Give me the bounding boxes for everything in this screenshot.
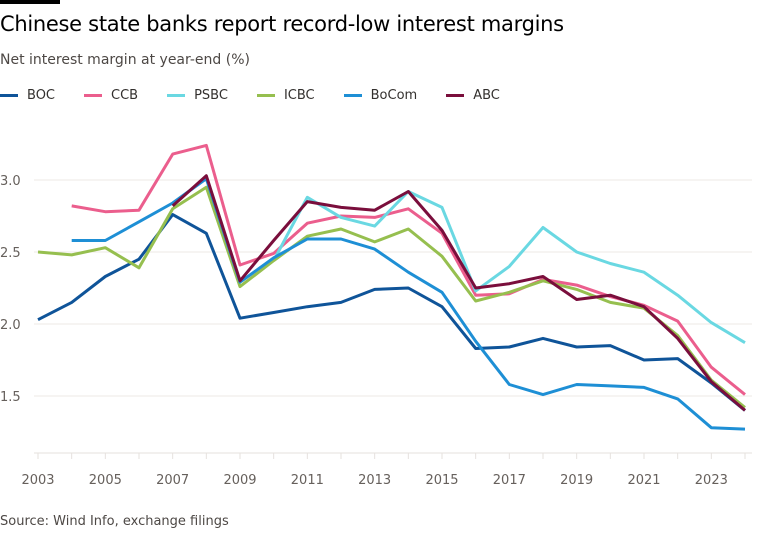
x-tick-label: 2011 [291,473,324,488]
x-tick-label: 2013 [358,473,391,488]
x-tick-label: 2003 [21,473,54,488]
x-tick-label: 2019 [560,473,593,488]
x-tick-label: 2007 [156,473,189,488]
x-tick-label: 2017 [493,473,526,488]
legend-swatch [84,94,102,97]
legend-swatch [0,94,18,97]
brand-bar [0,0,60,4]
x-tick-label: 2015 [425,473,458,488]
x-tick-label: 2005 [89,473,122,488]
legend-label: BOC [27,88,55,103]
x-tick-label: 2021 [627,473,660,488]
legend: BOC CCB PSBC ICBC BoCom ABC [0,88,529,103]
y-tick-label: 3.0 [0,174,21,189]
legend-label: BoCom [370,88,418,103]
legend-label: ABC [473,88,500,103]
y-tick-label: 2.0 [0,318,21,333]
y-tick-label: 1.5 [0,390,21,405]
x-tick-label: 2023 [695,473,728,488]
legend-item-icbc: ICBC [256,88,315,103]
y-tick-label: 2.5 [0,246,21,261]
series-line-icbc [37,185,746,409]
series-line-psbc [272,190,746,344]
series-line-ccb [71,143,746,396]
legend-label: PSBC [194,88,228,103]
legend-swatch [167,94,186,97]
series-line-boc [37,213,746,412]
legend-swatch [256,94,275,97]
legend-item-abc: ABC [446,88,500,103]
chart-title: Chinese state banks report record-low in… [0,12,564,36]
x-tick-label: 2009 [223,473,256,488]
legend-label: ICBC [283,88,315,103]
legend-label: CCB [111,88,139,103]
legend-item-boc: BOC [0,88,55,103]
legend-item-ccb: CCB [84,88,138,103]
chart-subtitle: Net interest margin at year-end (%) [0,52,250,68]
legend-swatch [446,94,465,97]
series-line-abc [171,174,746,412]
legend-item-bocom: BoCom [343,88,418,103]
source-note: Source: Wind Info, exchange filings [0,514,229,529]
legend-swatch [343,94,362,97]
legend-item-psbc: PSBC [167,88,228,103]
